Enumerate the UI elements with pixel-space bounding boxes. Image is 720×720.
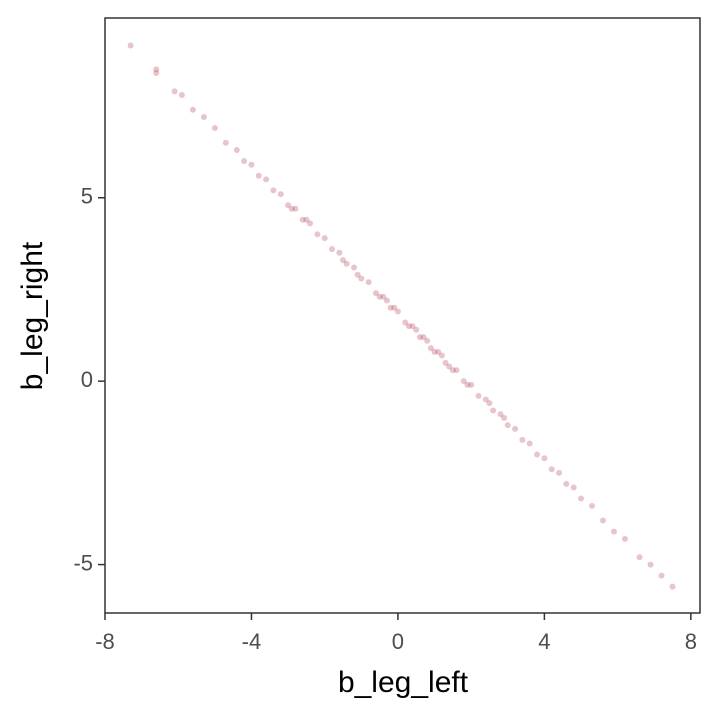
point: [468, 381, 475, 388]
point: [438, 352, 445, 359]
point: [416, 334, 423, 341]
point: [413, 326, 420, 333]
point: [647, 561, 654, 568]
point: [365, 279, 372, 286]
point: [372, 290, 379, 297]
point: [358, 275, 365, 282]
point: [431, 348, 438, 355]
point: [504, 422, 511, 429]
point: [288, 205, 295, 212]
point: [405, 323, 412, 330]
y-tick-label: -5: [73, 550, 93, 575]
point: [329, 246, 336, 253]
point: [621, 535, 628, 542]
point: [343, 260, 350, 267]
point: [270, 187, 277, 194]
point: [233, 147, 240, 154]
point: [211, 125, 218, 132]
point: [394, 308, 401, 315]
point: [350, 264, 357, 271]
point: [277, 191, 284, 198]
point: [376, 293, 383, 300]
point: [127, 42, 134, 49]
point: [534, 451, 541, 458]
x-tick-label: -8: [95, 629, 115, 654]
point: [248, 161, 255, 168]
point: [391, 304, 398, 311]
point: [556, 469, 563, 476]
plot-panel: [104, 17, 701, 614]
point: [658, 572, 665, 579]
point: [178, 92, 185, 99]
point: [409, 323, 416, 330]
point: [314, 231, 321, 238]
point: [446, 363, 453, 370]
y-tick-label: 5: [81, 184, 93, 209]
point: [402, 319, 409, 326]
point: [427, 345, 434, 352]
point: [464, 381, 471, 388]
point: [307, 220, 314, 227]
point: [512, 425, 519, 432]
point: [263, 176, 270, 183]
point: [460, 378, 467, 385]
point: [424, 337, 431, 344]
point: [189, 106, 196, 113]
point: [435, 348, 442, 355]
point: [578, 495, 584, 502]
point: [387, 304, 394, 311]
point: [475, 392, 482, 399]
point: [526, 440, 533, 447]
point: [292, 205, 299, 212]
point: [383, 297, 390, 304]
point: [610, 528, 617, 535]
point: [501, 414, 508, 421]
point: [497, 411, 504, 418]
point: [380, 293, 387, 300]
point: [519, 436, 526, 443]
point: [340, 257, 346, 264]
point: [303, 216, 310, 223]
point: [153, 70, 160, 77]
x-tick-label: 4: [538, 629, 550, 654]
point: [548, 466, 555, 473]
point: [449, 367, 456, 374]
point: [486, 400, 493, 407]
point: [599, 517, 606, 524]
point: [299, 216, 306, 223]
y-tick-label: 0: [81, 367, 93, 392]
point: [285, 202, 292, 209]
point: [588, 502, 595, 509]
point: [442, 359, 449, 366]
point: [171, 88, 178, 95]
point: [563, 480, 570, 487]
point: [354, 271, 361, 278]
x-axis-title: b_leg_left: [338, 666, 469, 699]
point: [336, 249, 343, 256]
y-axis-title: b_leg_right: [16, 241, 49, 390]
point: [482, 396, 489, 403]
point: [570, 484, 577, 491]
point: [453, 367, 460, 374]
point: [222, 139, 229, 146]
point: [490, 407, 497, 414]
point: [636, 554, 643, 561]
point: [153, 66, 160, 73]
point: [200, 114, 207, 121]
point: [241, 158, 248, 165]
point: [541, 455, 548, 462]
x-tick-label: 0: [392, 629, 404, 654]
point: [420, 334, 427, 341]
x-tick-label: 8: [685, 629, 697, 654]
x-tick-label: -4: [242, 629, 262, 654]
point: [321, 235, 328, 242]
point: [255, 172, 262, 179]
point: [669, 583, 676, 590]
